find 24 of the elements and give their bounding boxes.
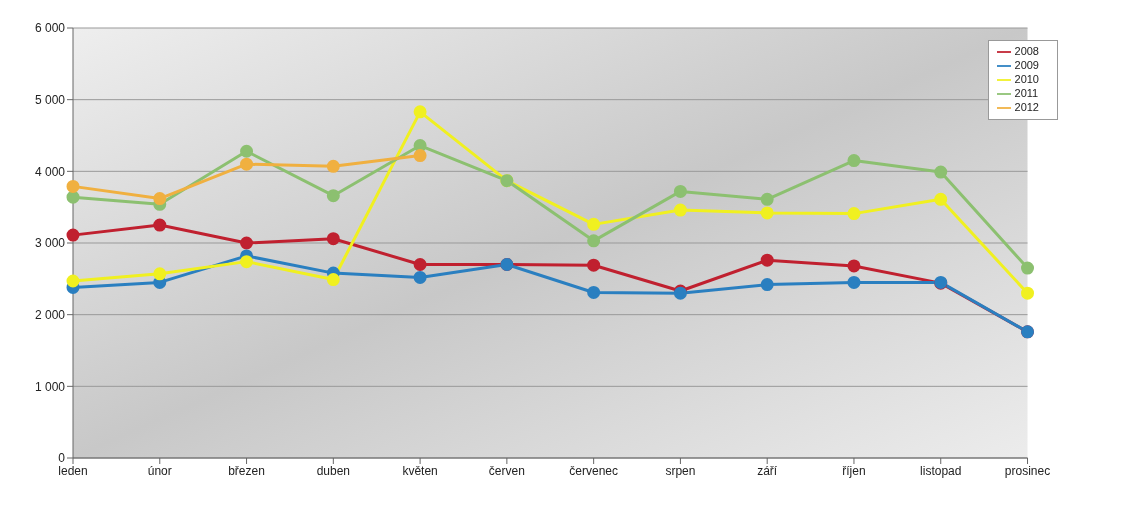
y-tick-label: 5 000 xyxy=(34,92,66,107)
x-tick-label: leden xyxy=(58,463,88,478)
x-tick-label: březen xyxy=(228,463,265,478)
x-tick-label: říjen xyxy=(842,463,866,478)
x-tick-label: květen xyxy=(402,463,438,478)
y-tick-label: 4 000 xyxy=(34,164,66,179)
x-tick-label: červenec xyxy=(569,463,618,478)
legend-label: 2009 xyxy=(1014,59,1039,72)
y-tick-label: 2 000 xyxy=(34,307,66,322)
y-tick-label: 1 000 xyxy=(34,379,66,394)
legend-label: 2010 xyxy=(1014,73,1039,86)
x-tick-label: prosinec xyxy=(1004,463,1051,478)
x-tick-label: listopad xyxy=(920,463,962,478)
x-tick-label: únor xyxy=(147,463,172,478)
x-tick-label: duben xyxy=(316,463,351,478)
x-tick-label: srpen xyxy=(665,463,696,478)
legend-label: 2008 xyxy=(1014,45,1039,57)
y-tick-label: 6 000 xyxy=(34,21,66,36)
y-tick-label: 0 xyxy=(58,451,66,466)
legend-label: 2011 xyxy=(1014,87,1039,100)
x-tick-label: září xyxy=(757,463,778,478)
legend-label: 2012 xyxy=(1014,101,1039,114)
y-tick-label: 3 000 xyxy=(34,236,66,251)
x-tick-label: červen xyxy=(488,463,525,478)
